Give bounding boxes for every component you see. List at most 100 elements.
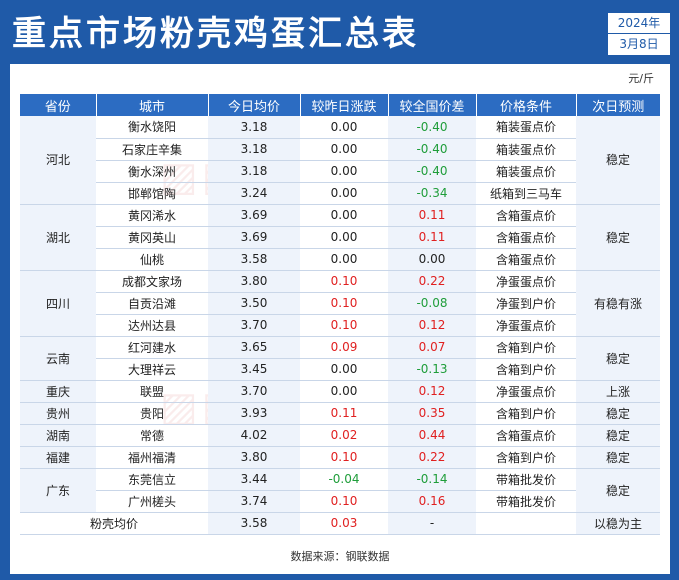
city-cell: 石家庄辛集: [96, 138, 208, 161]
change-cell: 0.00: [300, 138, 388, 161]
table-row: 湖北 黄冈浠水 3.69 0.00 0.11 含箱蛋点价 稳定: [20, 204, 660, 271]
diff-cell: 0.16: [388, 490, 476, 513]
page-title: 重点市场粉壳鸡蛋汇总表: [12, 14, 419, 54]
table-row: 黄冈英山 3.69 0.00 0.11 含箱蛋点价: [20, 226, 660, 249]
city-cell: 黄冈英山: [96, 226, 208, 249]
table-row: 大理祥云 3.45 0.00 -0.13 含箱到户价: [20, 358, 660, 381]
change-cell: 0.00: [300, 226, 388, 249]
condition-cell: 带箱批发价: [476, 468, 576, 491]
condition-cell: 箱装蛋点价: [476, 138, 576, 161]
diff-cell: -0.08: [388, 292, 476, 315]
change-cell: 0.00: [300, 182, 388, 205]
forecast-cell: 稳定: [576, 336, 660, 381]
price-cell: 3.24: [208, 182, 300, 205]
unit-label: 元/斤: [628, 72, 654, 85]
condition-cell: 含箱到户价: [476, 358, 576, 381]
table-row: 湖南 常德 4.02 0.02 0.44 含箱蛋点价 稳定: [20, 424, 660, 447]
city-cell: 贵阳: [96, 402, 208, 425]
date-day: 3月8日: [619, 37, 659, 51]
price-cell: 3.65: [208, 336, 300, 359]
diff-cell: 0.22: [388, 270, 476, 293]
change-cell: 0.10: [300, 314, 388, 337]
condition-cell: 净蛋蛋点价: [476, 270, 576, 293]
forecast-cell: 稳定: [576, 446, 660, 469]
price-cell: 3.69: [208, 204, 300, 227]
change-cell: 0.00: [300, 358, 388, 381]
price-cell: 3.74: [208, 490, 300, 513]
col-header-province: 省份: [20, 94, 97, 116]
change-cell: 0.10: [300, 270, 388, 293]
condition-cell: 含箱到户价: [476, 446, 576, 469]
change-cell: 0.00: [300, 204, 388, 227]
city-cell: 衡水深州: [96, 160, 208, 183]
summary-label: 粉壳均价: [20, 512, 208, 535]
province-cell: 重庆: [20, 380, 96, 403]
change-cell: 0.00: [300, 116, 388, 139]
city-cell: 衡水饶阳: [96, 116, 208, 139]
price-cell: 3.50: [208, 292, 300, 315]
change-cell: 0.02: [300, 424, 388, 447]
forecast-cell: 稳定: [576, 402, 660, 425]
province-cell: 湖北: [20, 204, 96, 271]
date-year: 2024年: [608, 13, 670, 34]
condition-cell: 含箱蛋点价: [476, 424, 576, 447]
condition-cell: 含箱蛋点价: [476, 204, 576, 227]
table-header-row: 省份 城市 今日均价 较昨日涨跌 较全国价差 价格条件 次日预测: [20, 94, 660, 116]
col-header-city: 城市: [96, 94, 209, 116]
city-cell: 广州槎头: [96, 490, 208, 513]
change-cell: 0.00: [300, 380, 388, 403]
diff-cell: 0.07: [388, 336, 476, 359]
city-cell: 成都文家场: [96, 270, 208, 293]
condition-cell: 纸箱到三马车: [476, 182, 576, 205]
table-row: 仙桃 3.58 0.00 0.00 含箱蛋点价: [20, 248, 660, 271]
diff-cell: -0.40: [388, 116, 476, 139]
col-header-diff: 较全国价差: [388, 94, 477, 116]
condition-cell: 含箱到户价: [476, 336, 576, 359]
city-cell: 自贡沿滩: [96, 292, 208, 315]
city-cell: 大理祥云: [96, 358, 208, 381]
diff-cell: 0.12: [388, 314, 476, 337]
condition-cell: 带箱批发价: [476, 490, 576, 513]
city-cell: 邯郸馆陶: [96, 182, 208, 205]
summary-change: 0.03: [300, 512, 388, 535]
diff-cell: 0.11: [388, 226, 476, 249]
table-row: 衡水深州 3.18 0.00 -0.40 箱装蛋点价: [20, 160, 660, 183]
province-cell: 云南: [20, 336, 96, 381]
price-cell: 3.70: [208, 380, 300, 403]
price-cell: 3.18: [208, 160, 300, 183]
condition-cell: 净蛋蛋点价: [476, 380, 576, 403]
province-cell: 广东: [20, 468, 96, 513]
table-row: 云南 红河建水 3.65 0.09 0.07 含箱到户价 稳定: [20, 336, 660, 381]
forecast-cell: 稳定: [576, 424, 660, 447]
summary-diff: -: [388, 512, 476, 535]
price-cell: 3.45: [208, 358, 300, 381]
condition-cell: 箱装蛋点价: [476, 160, 576, 183]
province-cell: 四川: [20, 270, 96, 337]
province-cell: 贵州: [20, 402, 96, 425]
table-row: 河北 衡水饶阳 3.18 0.00 -0.40 箱装蛋点价 稳定: [20, 116, 660, 205]
col-header-price: 今日均价: [208, 94, 301, 116]
col-header-forecast: 次日预测: [576, 94, 660, 116]
forecast-cell: 上涨: [576, 380, 660, 403]
forecast-cell: 有稳有涨: [576, 270, 660, 337]
diff-cell: -0.34: [388, 182, 476, 205]
city-cell: 仙桃: [96, 248, 208, 271]
change-cell: -0.04: [300, 468, 388, 491]
city-cell: 红河建水: [96, 336, 208, 359]
data-source: 数据来源：钢联数据: [290, 550, 390, 563]
price-cell: 3.93: [208, 402, 300, 425]
change-cell: 0.10: [300, 490, 388, 513]
condition-cell: 净蛋蛋点价: [476, 314, 576, 337]
table-body: 河北 衡水饶阳 3.18 0.00 -0.40 箱装蛋点价 稳定 石家庄辛集 3.18 0.00-…: [20, 116, 660, 535]
price-cell: 3.80: [208, 270, 300, 293]
diff-cell: 0.35: [388, 402, 476, 425]
price-cell: 3.80: [208, 446, 300, 469]
condition-cell: 含箱到户价: [476, 402, 576, 425]
city-cell: 达州达县: [96, 314, 208, 337]
price-cell: 3.18: [208, 138, 300, 161]
city-cell: 福州福清: [96, 446, 208, 469]
diff-cell: -0.13: [388, 358, 476, 381]
diff-cell: -0.14: [388, 468, 476, 491]
price-cell: 3.18: [208, 116, 300, 139]
summary-price: 3.58: [208, 512, 300, 535]
